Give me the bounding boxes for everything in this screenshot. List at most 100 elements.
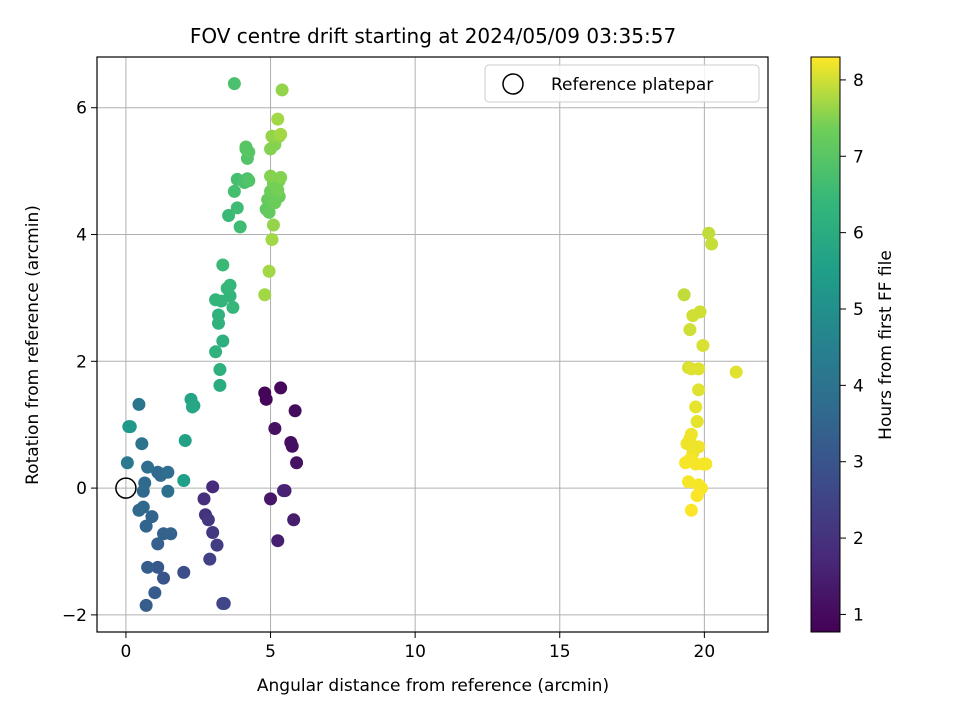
colorbar-tick-label: 1 — [853, 605, 864, 625]
x-tick-label: 0 — [121, 642, 132, 662]
data-points — [120, 77, 743, 612]
data-point — [206, 525, 220, 539]
data-point — [161, 465, 175, 479]
colorbar-tick-label: 5 — [853, 300, 864, 320]
data-point — [285, 439, 299, 453]
data-point — [258, 288, 272, 302]
y-tick-label: 0 — [76, 479, 87, 499]
data-point — [136, 500, 150, 514]
legend-entry-label: Reference platepar — [551, 75, 713, 95]
x-tick-label: 20 — [694, 642, 716, 662]
data-point — [132, 397, 146, 411]
data-point — [211, 308, 225, 322]
x-axis: 0 5 10 15 20 — [121, 632, 716, 662]
data-point — [157, 571, 171, 585]
data-point — [203, 552, 217, 566]
data-point — [216, 258, 230, 272]
data-point — [679, 456, 693, 470]
colorbar-tick-label: 3 — [853, 453, 864, 473]
y-tick-label: 4 — [76, 226, 87, 246]
data-point — [164, 527, 178, 541]
data-point — [227, 184, 241, 198]
data-point — [138, 476, 152, 490]
data-point — [242, 145, 256, 159]
data-point — [151, 560, 165, 574]
data-point — [287, 513, 301, 527]
data-point — [690, 415, 704, 429]
data-point — [683, 323, 697, 337]
data-point — [139, 519, 153, 533]
y-tick-label: 6 — [76, 99, 87, 119]
data-point — [699, 457, 713, 471]
data-point — [268, 421, 282, 435]
data-point — [696, 338, 710, 352]
data-point — [681, 475, 695, 489]
data-point — [135, 437, 149, 451]
data-point — [222, 208, 236, 222]
data-point — [689, 400, 703, 414]
data-point — [227, 77, 241, 91]
x-axis-label: Angular distance from reference (arcmin) — [257, 676, 609, 696]
data-point — [262, 264, 276, 278]
grid-lines — [97, 57, 768, 632]
colorbar-tick-label: 7 — [853, 147, 864, 167]
data-point — [226, 300, 240, 314]
colorbar-tick-label: 4 — [853, 376, 864, 396]
data-point — [213, 363, 227, 377]
data-point — [274, 381, 288, 395]
data-point — [213, 378, 227, 392]
colorbar: 1 2 3 4 5 6 7 8 Hours from first FF file — [810, 56, 896, 633]
reference-platepar-marker — [115, 477, 137, 499]
data-point — [139, 598, 153, 612]
data-point — [178, 434, 192, 448]
data-point — [230, 201, 244, 215]
x-tick-label: 5 — [265, 642, 276, 662]
data-point — [690, 489, 704, 503]
data-point — [288, 404, 302, 418]
data-point — [201, 513, 215, 527]
data-point — [206, 480, 220, 494]
data-point — [148, 586, 162, 600]
data-point — [259, 392, 273, 406]
colorbar-ticks: 1 2 3 4 5 6 7 8 — [840, 71, 864, 625]
data-point — [217, 596, 231, 610]
data-point — [161, 484, 175, 498]
data-point — [677, 288, 691, 302]
data-point — [290, 456, 304, 470]
data-point — [197, 492, 211, 506]
data-point — [262, 205, 276, 219]
data-point — [223, 278, 237, 292]
data-point — [151, 537, 165, 551]
data-point — [145, 510, 159, 524]
data-point — [271, 112, 285, 126]
data-point — [693, 305, 707, 319]
data-point — [264, 492, 278, 506]
data-point — [210, 538, 224, 552]
y-axis-label: Rotation from reference (arcmin) — [23, 205, 43, 485]
data-point — [185, 400, 199, 414]
legend: Reference platepar — [484, 64, 760, 103]
data-point — [729, 365, 743, 379]
data-point — [177, 473, 191, 487]
plot-frame — [96, 56, 769, 633]
colorbar-tick-label: 8 — [853, 71, 864, 91]
data-point — [120, 456, 134, 470]
data-point — [692, 362, 706, 376]
data-point — [209, 345, 223, 359]
x-tick-label: 15 — [549, 642, 571, 662]
colorbar-tick-label: 2 — [853, 529, 864, 549]
data-point — [275, 83, 289, 97]
y-tick-label: 2 — [76, 352, 87, 372]
data-point — [242, 174, 256, 188]
data-point — [216, 334, 230, 348]
data-point — [233, 220, 247, 234]
chart-title: FOV centre drift starting at 2024/05/09 … — [190, 24, 676, 48]
legend-box — [484, 64, 760, 103]
data-point — [277, 484, 291, 498]
data-point — [141, 460, 155, 474]
data-point — [266, 218, 280, 232]
y-tick-label: −2 — [62, 606, 87, 626]
data-point — [177, 565, 191, 579]
